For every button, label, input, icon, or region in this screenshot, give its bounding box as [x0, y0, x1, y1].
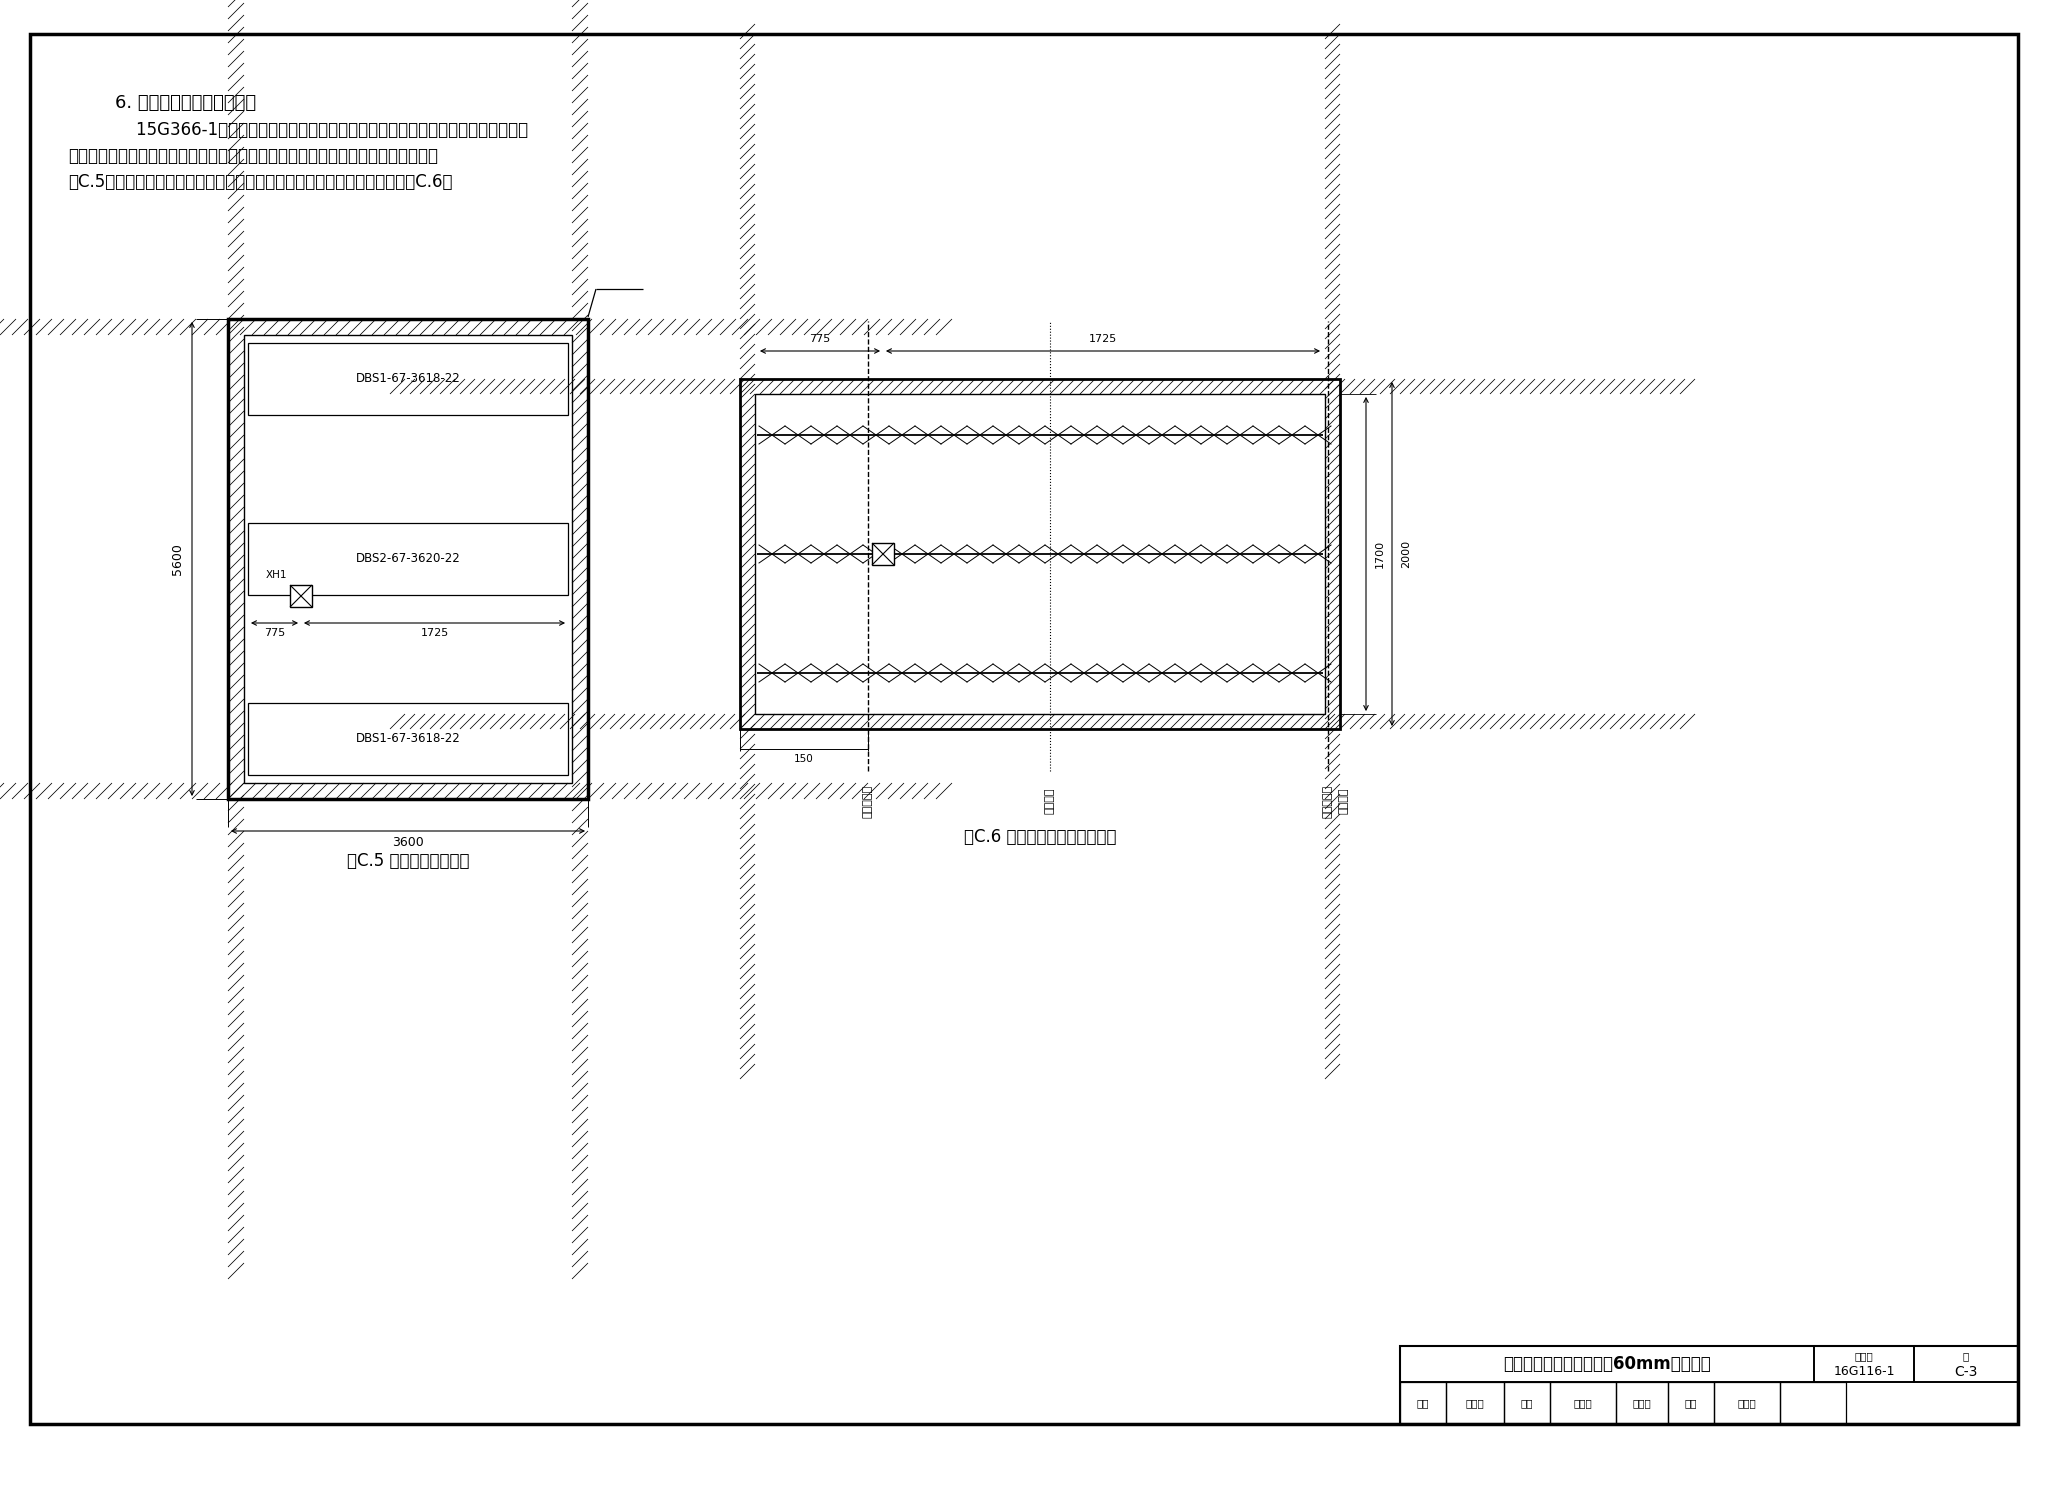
- Text: 1700: 1700: [1374, 541, 1384, 569]
- Text: 图集号: 图集号: [1855, 1351, 1874, 1361]
- Text: 图C.5。预埋线盒位置应与电气专业协调，不宜与底板中钢筋位置冲突，见图C.6。: 图C.5。预埋线盒位置应与电气专业协调，不宜与底板中钢筋位置冲突，见图C.6。: [68, 173, 453, 191]
- Bar: [1815, 1346, 1915, 1382]
- Text: 3600: 3600: [391, 837, 424, 850]
- Bar: [872, 543, 895, 564]
- Text: 775: 775: [809, 334, 831, 344]
- Text: 页: 页: [1962, 1351, 1968, 1361]
- Text: 6. 预埋线盒的补充表达方法: 6. 预埋线盒的补充表达方法: [115, 94, 256, 112]
- Text: 150: 150: [795, 753, 813, 764]
- Text: 桁架中线: 桁架中线: [1044, 788, 1055, 814]
- Text: DBS1-67-3618-22: DBS1-67-3618-22: [356, 372, 461, 386]
- Text: 1725: 1725: [420, 628, 449, 637]
- Bar: [244, 335, 571, 783]
- Text: 775: 775: [264, 628, 285, 637]
- Bar: [1401, 1382, 1446, 1423]
- Text: 5600: 5600: [172, 543, 184, 575]
- Bar: [1401, 1346, 1815, 1382]
- Bar: [1401, 1346, 2017, 1423]
- Bar: [248, 523, 567, 596]
- Text: 图C.5 预埋线盒表达示例: 图C.5 预埋线盒表达示例: [346, 852, 469, 870]
- Bar: [1667, 1382, 1714, 1423]
- Text: 16G116-1: 16G116-1: [1833, 1365, 1894, 1379]
- Bar: [227, 319, 588, 800]
- Text: 线盒，可在预制底板平面布置图中绘制线盒，并标注定位尺寸，居中时可不标注，如: 线盒，可在预制底板平面布置图中绘制线盒，并标注定位尺寸，居中时可不标注，如: [68, 147, 438, 165]
- Text: DBS2-67-3620-22: DBS2-67-3620-22: [356, 552, 461, 566]
- Bar: [1550, 1382, 1616, 1423]
- Text: 专主选: 专主选: [1632, 1398, 1651, 1409]
- Text: XH1: XH1: [266, 570, 287, 581]
- Bar: [248, 703, 567, 774]
- Text: 1725: 1725: [1090, 334, 1116, 344]
- Text: 高志强: 高志强: [1573, 1398, 1593, 1409]
- Bar: [291, 585, 311, 608]
- Bar: [248, 342, 567, 415]
- Text: 拼接定位线: 拼接定位线: [1323, 785, 1333, 817]
- Bar: [1780, 1382, 1845, 1423]
- Text: 谢丽娜: 谢丽娜: [1737, 1398, 1757, 1409]
- Text: 拼接定位线: 拼接定位线: [862, 785, 872, 817]
- Text: C-3: C-3: [1954, 1365, 1978, 1379]
- Text: 15G366-1预制底板中未提供预埋线盒，在实际选用中如需要要在预制底板中预埋: 15G366-1预制底板中未提供预埋线盒，在实际选用中如需要要在预制底板中预埋: [115, 121, 528, 138]
- Bar: [1503, 1382, 1550, 1423]
- Text: 图C.6 预埋线盒与底板钢筋关系: 图C.6 预埋线盒与底板钢筋关系: [965, 828, 1116, 846]
- Bar: [739, 380, 1339, 730]
- Text: 支座中线: 支座中线: [1339, 788, 1350, 814]
- Text: 校对: 校对: [1522, 1398, 1534, 1409]
- Text: 桁架钢筋混凝土叠合板（60mm厚底板）: 桁架钢筋混凝土叠合板（60mm厚底板）: [1503, 1355, 1710, 1373]
- Bar: [756, 395, 1325, 715]
- Bar: [1616, 1382, 1667, 1423]
- Text: 于秋波: 于秋波: [1466, 1398, 1485, 1409]
- Text: 2000: 2000: [1401, 541, 1411, 569]
- Text: 审核: 审核: [1417, 1398, 1430, 1409]
- Text: 设计: 设计: [1686, 1398, 1698, 1409]
- Bar: [1915, 1346, 2017, 1382]
- Bar: [1714, 1382, 1780, 1423]
- Bar: [1446, 1382, 1503, 1423]
- Text: DBS1-67-3618-22: DBS1-67-3618-22: [356, 733, 461, 746]
